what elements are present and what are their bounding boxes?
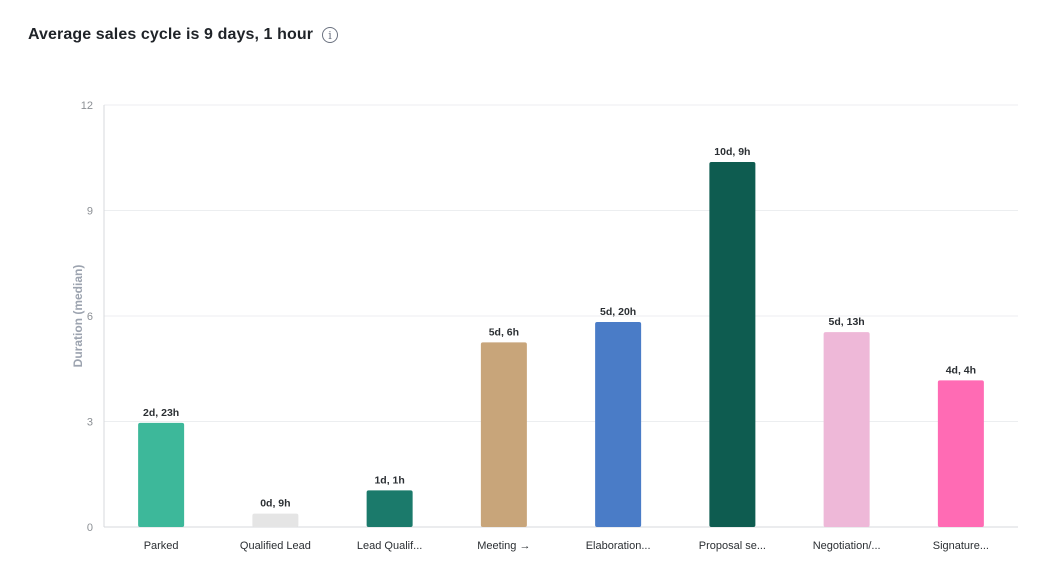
bar[interactable] [823,332,870,527]
data-label: 2d, 23h [143,407,179,419]
bar[interactable] [937,380,984,527]
y-tick-label: 9 [87,206,93,218]
y-axis-ticks: 0 3 6 9 12 [81,100,93,534]
x-tick-label: Parked [144,540,179,552]
x-tick-label: Proposal se... [699,540,766,552]
bar[interactable] [595,321,642,527]
y-tick-label: 3 [87,417,93,429]
bar[interactable] [480,342,527,527]
chart-header: Average sales cycle is 9 days, 1 hour i [28,26,339,44]
data-label: 1d, 1h [374,474,404,486]
data-label: 5d, 13h [829,316,865,328]
bar[interactable] [252,513,299,527]
bar[interactable] [709,161,756,527]
data-labels: 2d, 23h 0d, 9h 1d, 1h 5d, 6h 5d, 20h 10d, 9h 5… [143,146,976,510]
y-tick-label: 0 [87,522,93,534]
bar[interactable] [366,490,413,527]
data-label: 5d, 20h [600,306,636,318]
data-label: 10d, 9h [714,146,750,158]
x-tick-label: Lead Qualif... [357,540,422,552]
data-label: 5d, 6h [489,326,519,338]
chart-title: Average sales cycle is 9 days, 1 hour [28,26,314,43]
x-tick-label: Qualified Lead [240,540,311,552]
bar[interactable] [138,422,185,527]
info-icon[interactable]: i [322,27,339,43]
data-label: 0d, 9h [260,498,290,510]
y-tick-label: 6 [87,311,93,323]
y-tick-label: 12 [81,100,93,112]
x-tick-label: Elaboration... [586,540,651,552]
x-tick-label: Negotiation/... [813,540,881,552]
y-axis-label: Duration (median) [71,265,85,368]
x-tick-label: Meeting → [477,540,530,552]
x-axis-ticks: Parked Qualified Lead Lead Qualif... Meetin… [144,540,989,552]
x-tick-label: Signature... [933,540,989,552]
bars [138,161,984,527]
grid-lines [103,104,1018,528]
data-label: 4d, 4h [946,364,976,376]
